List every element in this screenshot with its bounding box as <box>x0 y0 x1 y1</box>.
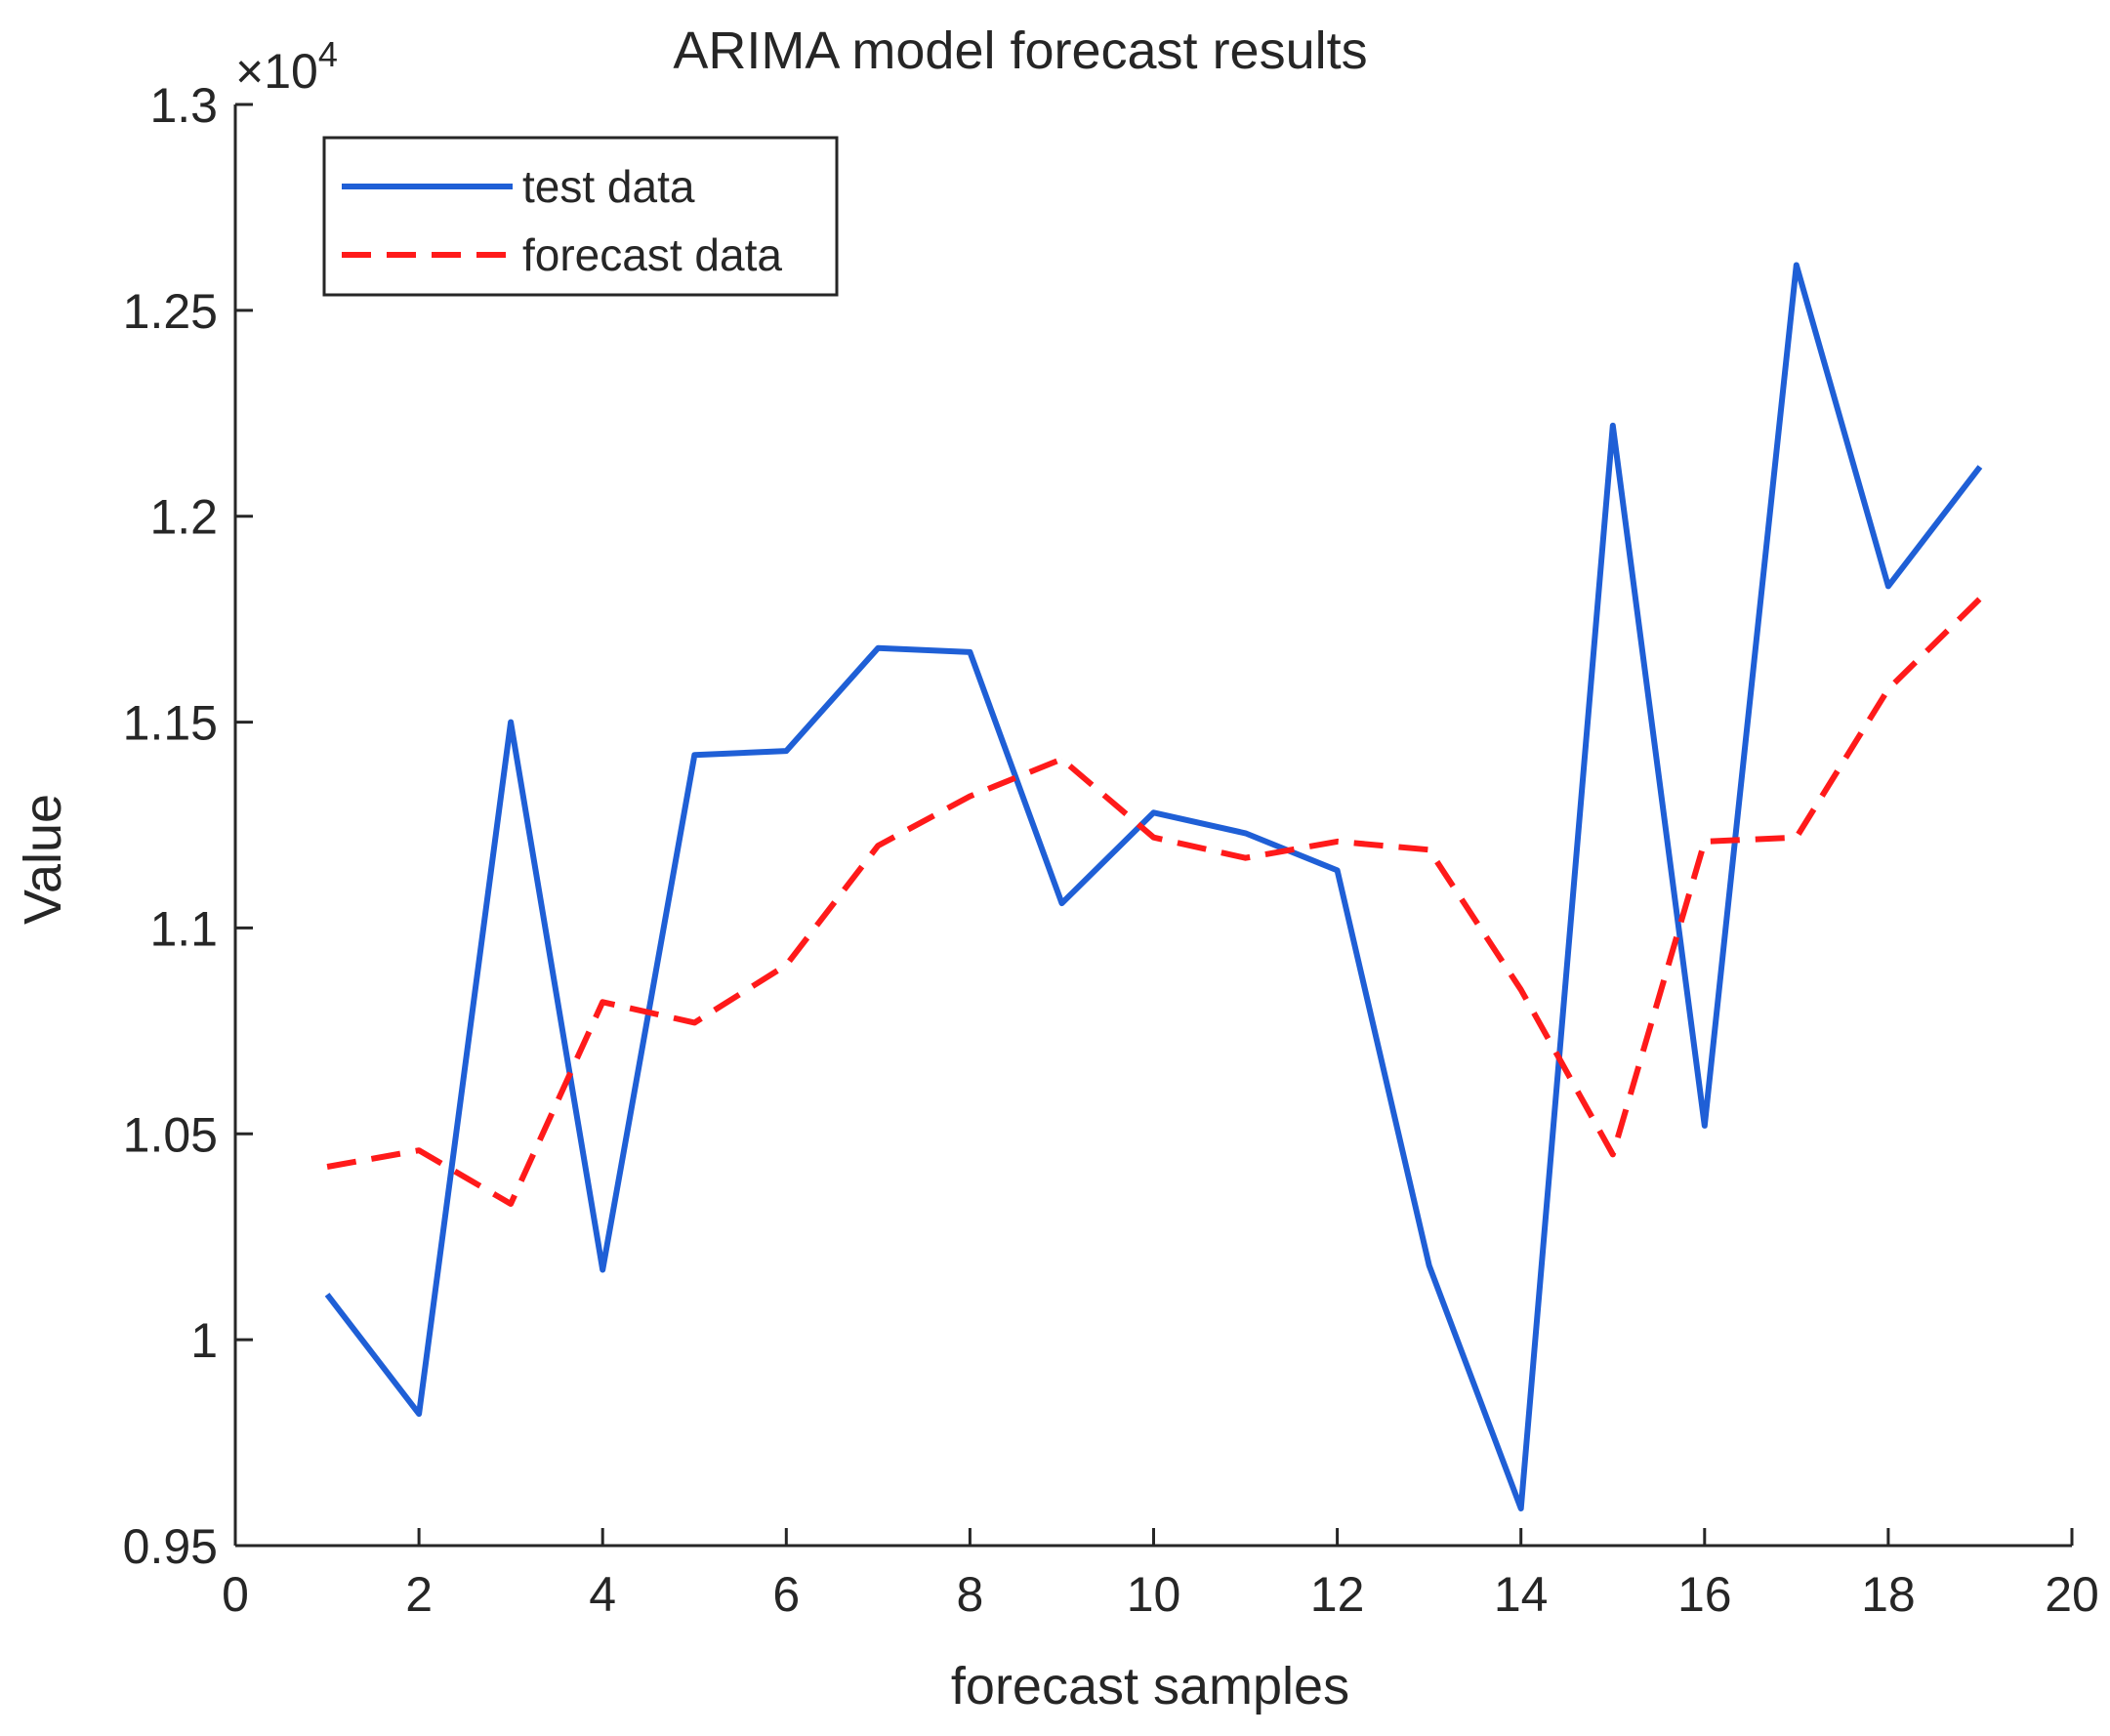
legend: test data forecast data <box>322 136 839 297</box>
y-tick-label: 1.2 <box>149 490 218 545</box>
y-tick-label: 1.1 <box>149 901 218 956</box>
x-tick-label: 18 <box>1861 1567 1916 1622</box>
x-tick-label: 6 <box>772 1567 800 1622</box>
x-axis-title: forecast samples <box>951 1657 1349 1715</box>
y-tick-label: 1.15 <box>123 696 218 751</box>
y-tick-label: 1.3 <box>149 78 218 133</box>
y-tick-label: 1 <box>190 1313 218 1368</box>
y-tick-label: 1.25 <box>123 284 218 339</box>
x-tick-label: 0 <box>222 1567 249 1622</box>
x-tick-label: 10 <box>1127 1567 1181 1622</box>
legend-label-forecast-data: forecast data <box>522 229 782 280</box>
y-exponent-base: ×10 <box>235 44 318 99</box>
chart-title: ARIMA model forecast results <box>673 21 1367 80</box>
y-exponent-label: ×104 <box>235 34 338 99</box>
x-tick-label: 14 <box>1494 1567 1549 1622</box>
legend-box <box>322 136 839 297</box>
plot-area: 0 2 4 6 8 10 12 14 16 18 20 0.95 1 1.05 1.1 1.15 1.2 1.25… <box>123 78 2099 1622</box>
x-tick-label: 12 <box>1310 1567 1365 1622</box>
legend-label-test-data: test data <box>522 161 695 212</box>
x-tick-label: 4 <box>589 1567 616 1622</box>
x-tick-label: 20 <box>2045 1567 2099 1622</box>
x-tick-label: 16 <box>1677 1567 1732 1622</box>
x-tick-label: 2 <box>405 1567 433 1622</box>
x-tick-label: 8 <box>956 1567 983 1622</box>
y-tick-label: 0.95 <box>123 1519 218 1574</box>
y-axis-title: Value <box>14 794 72 925</box>
y-exponent-power: 4 <box>318 34 338 74</box>
y-tick-label: 1.05 <box>123 1107 218 1162</box>
